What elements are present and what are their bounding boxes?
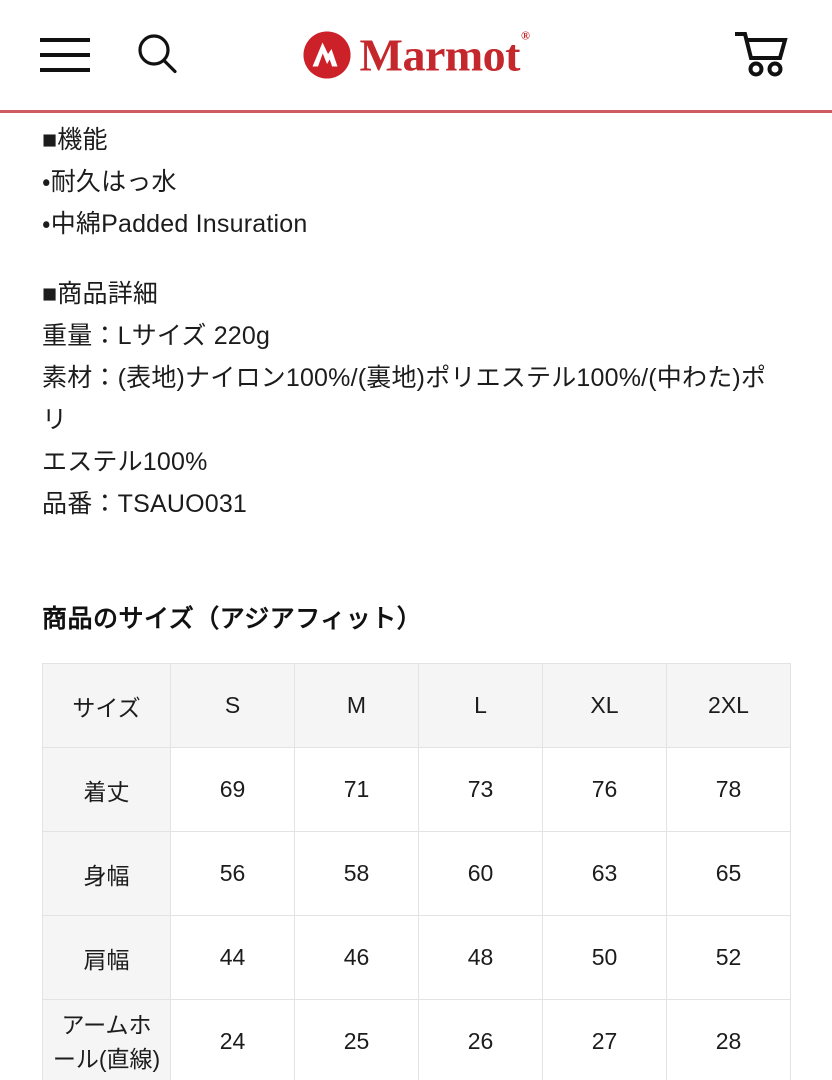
cell-shoulder-2xl: 52 (666, 915, 791, 1000)
registered-trademark-symbol: ® (521, 28, 530, 43)
row-label-chest: 身幅 (42, 831, 171, 916)
table-header-row: サイズ S M L XL 2XL (42, 663, 791, 748)
hamburger-menu-icon (40, 38, 90, 72)
cell-chest-m: 58 (294, 831, 419, 916)
detail-product-code: 品番：TSAUO031 (42, 490, 248, 518)
cell-armhole-xl: 27 (542, 999, 667, 1080)
cell-armhole-l: 26 (418, 999, 543, 1080)
detail-material-line1: 素材：(表地)ナイロン100%/(裏地)ポリエステル100%/(中わた)ポリ (42, 364, 767, 434)
brand-wordmark-text: Marmot (359, 29, 521, 80)
row-label-length: 着丈 (42, 747, 171, 832)
cell-shoulder-s: 44 (170, 915, 295, 1000)
product-description-content: ■機能 ・耐久はっ水 ・中綿Padded Insuration ■商品詳細 重量… (0, 119, 832, 1080)
table-header-cell-size: サイズ (42, 663, 171, 748)
detail-weight: 重量：Lサイズ 220g (42, 322, 271, 350)
size-chart-table: サイズ S M L XL 2XL 着丈 69 71 73 76 78 身幅 56… (42, 663, 791, 1080)
brand-wordmark: Marmot® (359, 28, 530, 80)
cell-chest-2xl: 65 (666, 831, 791, 916)
table-header-cell-m: M (294, 663, 419, 748)
cell-length-m: 71 (294, 747, 419, 832)
shopping-cart-icon (732, 28, 790, 83)
header-left-controls (0, 31, 180, 80)
table-header-cell-xl: XL (542, 663, 667, 748)
cell-armhole-s: 24 (170, 999, 295, 1080)
cell-chest-xl: 63 (542, 831, 667, 916)
cell-chest-l: 60 (418, 831, 543, 916)
features-block: ■機能 ・耐久はっ水 ・中綿Padded Insuration (42, 119, 790, 245)
cell-chest-s: 56 (170, 831, 295, 916)
search-icon (134, 31, 180, 80)
details-block: ■商品詳細 重量：Lサイズ 220g 素材：(表地)ナイロン100%/(裏地)ポ… (42, 273, 790, 525)
header-divider-rule (0, 110, 832, 113)
table-header-cell-l: L (418, 663, 543, 748)
row-label-armhole-line2: ール(直線) (52, 1045, 161, 1072)
cell-armhole-m: 25 (294, 999, 419, 1080)
row-label-shoulder: 肩幅 (42, 915, 171, 1000)
cell-length-s: 69 (170, 747, 295, 832)
feature-item-0: ・耐久はっ水 (42, 168, 177, 196)
brand-logo[interactable]: Marmot® (303, 28, 530, 80)
table-row: 肩幅 44 46 48 50 52 (42, 915, 791, 1000)
features-heading: ■機能 (42, 126, 108, 154)
cell-length-2xl: 78 (666, 747, 791, 832)
table-row: 身幅 56 58 60 63 65 (42, 831, 791, 916)
cart-button[interactable] (732, 28, 790, 83)
cell-armhole-2xl: 28 (666, 999, 791, 1080)
header-right-controls (732, 28, 832, 83)
size-section-title: 商品のサイズ（アジアフィット） (42, 605, 423, 633)
cell-shoulder-l: 48 (418, 915, 543, 1000)
search-button[interactable] (134, 31, 180, 80)
section-spacer (42, 245, 790, 267)
cell-length-l: 73 (418, 747, 543, 832)
table-row: 着丈 69 71 73 76 78 (42, 747, 791, 832)
row-label-armhole-line1: アームホ (61, 1011, 152, 1038)
table-row: アームホ ール(直線) 24 25 26 27 28 (42, 999, 791, 1080)
hamburger-menu-button[interactable] (40, 38, 90, 72)
table-header-cell-s: S (170, 663, 295, 748)
cell-shoulder-xl: 50 (542, 915, 667, 1000)
site-header: Marmot® (0, 0, 832, 110)
detail-material-line2: エステル100% (42, 448, 208, 476)
feature-item-1: ・中綿Padded Insuration (42, 210, 308, 238)
cell-shoulder-m: 46 (294, 915, 419, 1000)
cell-length-xl: 76 (542, 747, 667, 832)
details-heading: ■商品詳細 (42, 280, 159, 308)
row-label-armhole: アームホ ール(直線) (42, 999, 171, 1080)
marmot-mountain-icon (303, 31, 351, 79)
table-header-cell-2xl: 2XL (666, 663, 791, 748)
